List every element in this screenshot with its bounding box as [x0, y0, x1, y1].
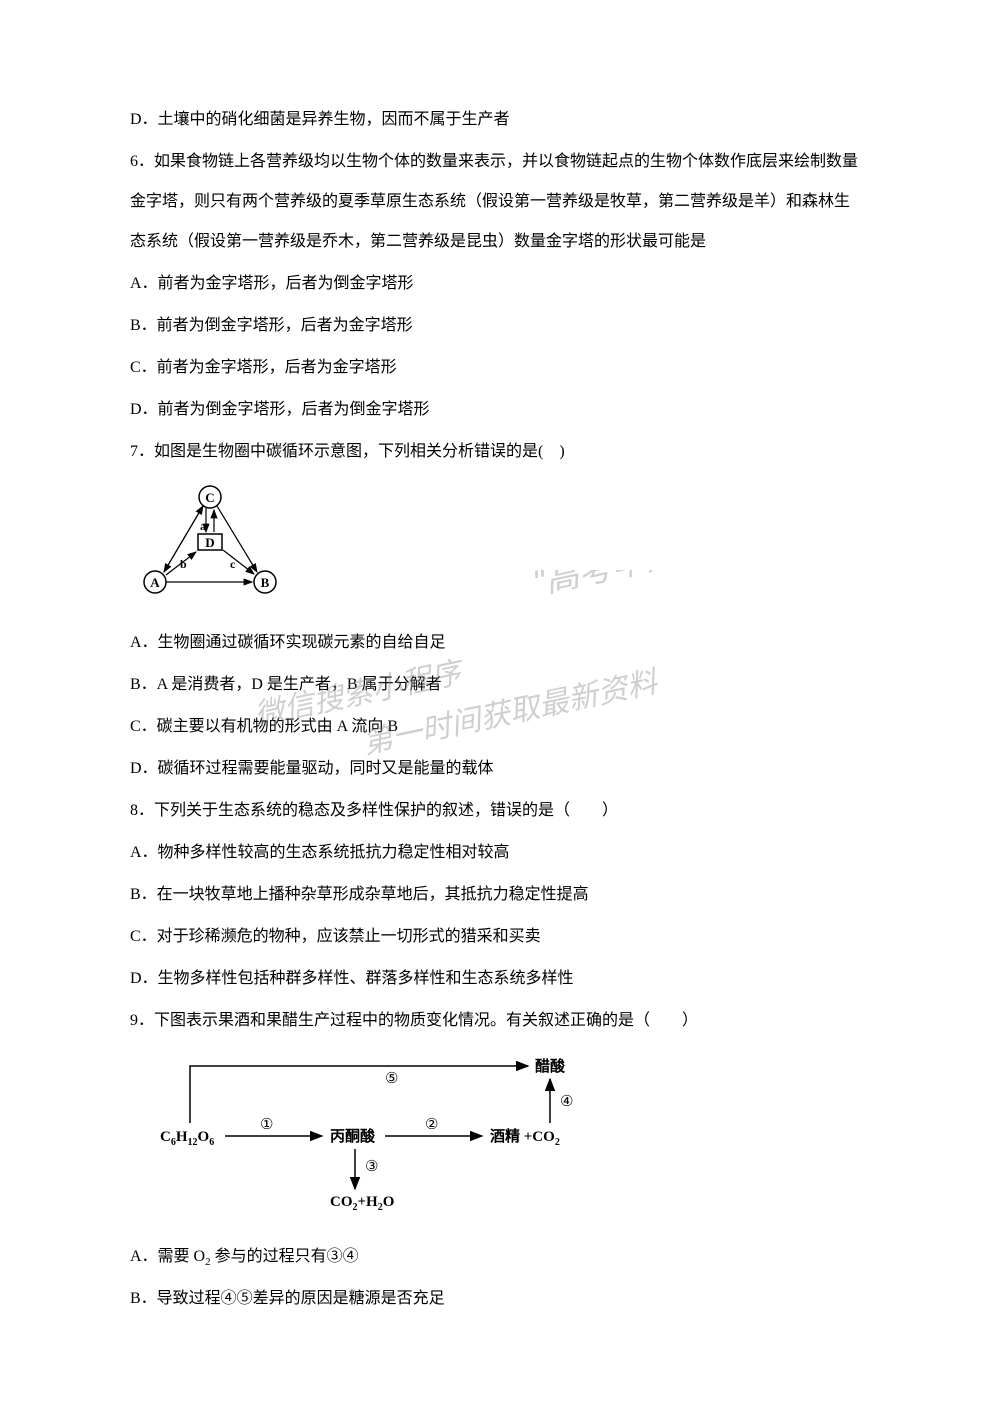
- q9-option-a: A．需要 O2 参与的过程只有③④: [130, 1237, 862, 1277]
- q9-diagram-container: C6H12O6 丙酮酸 酒精 +CO2 醋酸 CO2+H2O ① ② ③ ④ ⑤: [130, 1051, 862, 1227]
- node-pyruvate: 丙酮酸: [330, 1127, 376, 1145]
- edge-c-b: [217, 506, 257, 572]
- arrow-2-label: ②: [425, 1117, 438, 1133]
- q7-option-d: D．碳循环过程需要能量驱动，同时又是能量的载体: [130, 749, 862, 789]
- arrow-5: [190, 1066, 528, 1123]
- q5-option-d: D．土壤中的硝化细菌是异养生物，因而不属于生产者: [130, 100, 862, 140]
- q6-option-c: C．前者为金字塔形，后者为金字塔形: [130, 348, 862, 388]
- q7-option-c: C．碳主要以有机物的形式由 A 流向 B: [130, 707, 862, 747]
- q6-option-b: B．前者为倒金字塔形，后者为金字塔形: [130, 306, 862, 346]
- q7-stem: 7．如图是生物圈中碳循环示意图，下列相关分析错误的是( ): [130, 432, 862, 472]
- q7-diagram-container: C A B D a b c: [130, 482, 862, 613]
- label-a: a: [200, 519, 206, 533]
- q8-option-c: C．对于珍稀濒危的物种，应该禁止一切形式的猎采和买卖: [130, 917, 862, 957]
- q6-option-a: A．前者为金字塔形，后者为倒金字塔形: [130, 264, 862, 304]
- label-b: b: [180, 557, 187, 571]
- q6-stem: 6．如果食物链上各营养级均以生物个体的数量来表示，并以食物链起点的生物个体数作底…: [130, 142, 862, 262]
- q7-option-b: B．A 是消费者，D 是生产者，B 属于分解者: [130, 665, 862, 705]
- node-d-label: D: [205, 535, 214, 550]
- q8-option-b: B．在一块牧草地上播种杂草形成杂草地后，其抵抗力稳定性提高: [130, 875, 862, 915]
- arrow-1-label: ①: [260, 1117, 273, 1133]
- q8-stem: 8．下列关于生态系统的稳态及多样性保护的叙述，错误的是（ ）: [130, 791, 862, 831]
- q8-option-a: A．物种多样性较高的生态系统抵抗力稳定性相对较高: [130, 833, 862, 873]
- node-acetic: 醋酸: [535, 1057, 566, 1075]
- node-glucose: C6H12O6: [160, 1129, 214, 1148]
- arrow-4-label: ④: [560, 1094, 573, 1110]
- q8-option-d: D．生物多样性包括种群多样性、群落多样性和生态系统多样性: [130, 959, 862, 999]
- q6-option-d: D．前者为倒金字塔形，后者为倒金字塔形: [130, 390, 862, 430]
- node-b-label: B: [261, 575, 270, 590]
- label-c: c: [230, 557, 236, 571]
- q7-carbon-cycle-diagram: C A B D a b c: [130, 482, 290, 597]
- arrow-5-label: ⑤: [385, 1071, 398, 1087]
- edge-d-b: [223, 550, 254, 574]
- q9-option-b: B．导致过程④⑤差异的原因是糖源是否充足: [130, 1279, 862, 1319]
- q9-fermentation-diagram: C6H12O6 丙酮酸 酒精 +CO2 醋酸 CO2+H2O ① ② ③ ④ ⑤: [150, 1051, 620, 1211]
- node-c-label: C: [205, 490, 214, 505]
- node-co2h2o: CO2+H2O: [330, 1194, 394, 1211]
- arrow-3-label: ③: [365, 1159, 378, 1175]
- document-content: D．土壤中的硝化细菌是异养生物，因而不属于生产者 6．如果食物链上各营养级均以生…: [130, 100, 862, 1319]
- node-alcohol: 酒精 +CO2: [490, 1127, 560, 1148]
- q7-option-a: A．生物圈通过碳循环实现碳元素的自给自足: [130, 623, 862, 663]
- node-a-label: A: [150, 575, 160, 590]
- q9-stem: 9．下图表示果酒和果醋生产过程中的物质变化情况。有关叙述正确的是（ ）: [130, 1001, 862, 1041]
